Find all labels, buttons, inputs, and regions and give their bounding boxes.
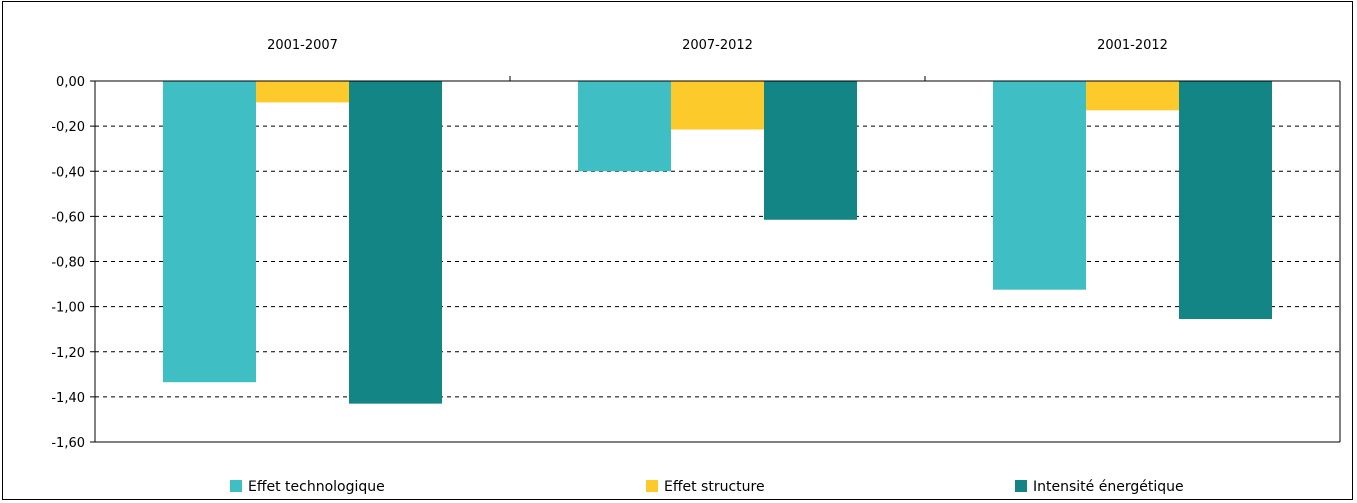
legend: Effet technologique Effet structure Intens… — [230, 479, 1184, 495]
legend-entry: Effet technologique — [248, 479, 385, 495]
category-label: 2007-2012 — [682, 38, 753, 53]
bar-3-1 — [349, 81, 442, 404]
bar-2-1 — [256, 81, 349, 103]
bar-1-2 — [578, 81, 671, 172]
category-label: 2001-2012 — [1097, 38, 1168, 53]
legend-swatch — [230, 480, 242, 492]
bar-1-1 — [163, 81, 256, 383]
category-labels: 2001-2007 2007-2012 2001-2012 — [267, 38, 1168, 53]
y-tick-label: 0,00 — [56, 75, 85, 90]
bar-1-3 — [993, 81, 1086, 290]
legend-swatch — [646, 480, 658, 492]
y-tick-label: -1,40 — [51, 391, 85, 406]
bars — [163, 81, 1272, 404]
legend-swatch — [1015, 480, 1027, 492]
legend-entry: Intensité énergétique — [1033, 479, 1184, 495]
y-tick-label: -1,00 — [51, 301, 85, 316]
bar-3-2 — [764, 81, 857, 220]
y-tick-label: -1,20 — [51, 346, 85, 361]
legend-entry: Effet structure — [664, 479, 765, 495]
y-tick-label: -0,60 — [51, 210, 85, 225]
y-tick-label: -1,60 — [51, 436, 85, 451]
axes — [90, 76, 1341, 443]
y-tick-label: -0,20 — [51, 120, 85, 135]
bar-2-2 — [671, 81, 764, 130]
category-label: 2001-2007 — [267, 38, 338, 53]
bar-2-3 — [1086, 81, 1179, 111]
bar-3-3 — [1179, 81, 1272, 320]
y-tick-label: -0,40 — [51, 165, 85, 180]
grid-lines — [95, 125, 1340, 398]
y-tick-label: -0,80 — [51, 256, 85, 271]
y-tick-labels: 0,00 -0,20 -0,40 -0,60 -0,80 -1,00 -1,20 -1,40 -… — [51, 75, 85, 451]
